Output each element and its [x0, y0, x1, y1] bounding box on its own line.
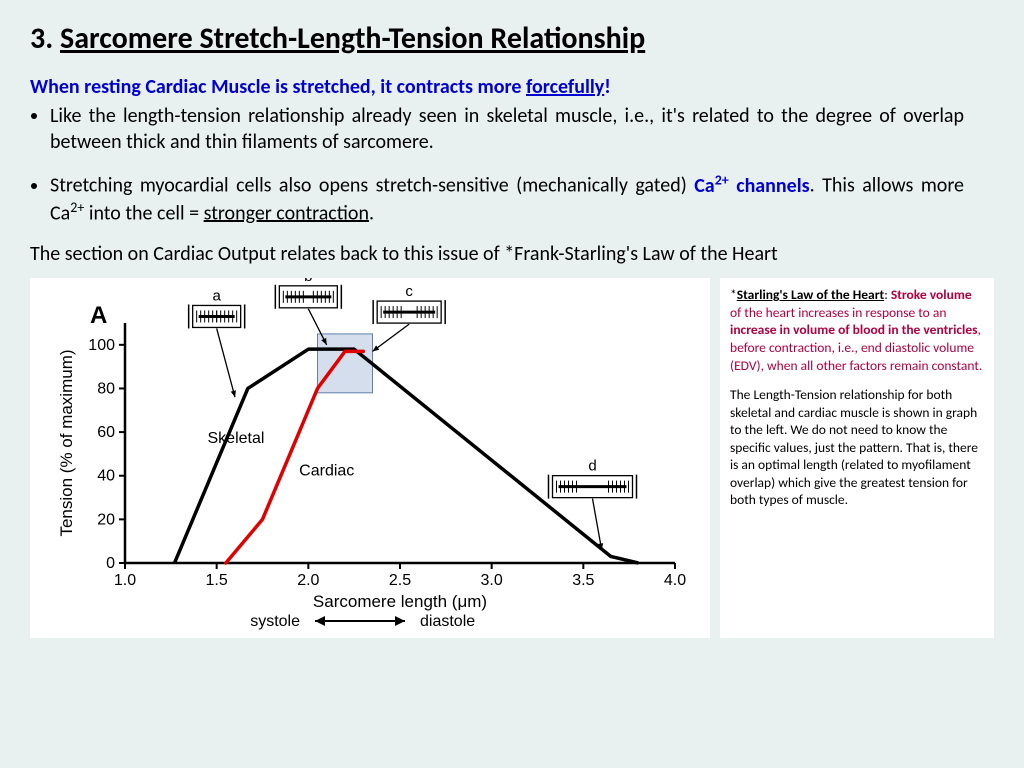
svg-text:4.0: 4.0: [664, 572, 686, 589]
svg-text:Skeletal: Skeletal: [208, 430, 265, 447]
intro-line: When resting Cardiac Muscle is stretched…: [30, 75, 994, 99]
svg-text:a: a: [212, 288, 221, 305]
svg-text:3.0: 3.0: [481, 572, 503, 589]
svg-text:2.5: 2.5: [389, 572, 411, 589]
svg-text:80: 80: [97, 381, 115, 398]
svg-text:2.0: 2.0: [297, 572, 319, 589]
side-panel: *Starling's Law of the Heart: Stroke vol…: [720, 278, 994, 638]
length-tension-chart: A 1.0 1.5 2.0 2.5 3.0 3.5 4.0 0 20 40 60 80 100 Sarcom…: [30, 278, 710, 638]
svg-text:b: b: [304, 278, 312, 285]
svg-text:60: 60: [97, 424, 115, 441]
lower-row: A 1.0 1.5 2.0 2.5 3.0 3.5 4.0 0 20 40 60 80 100 Sarcom…: [30, 278, 994, 638]
title-text: Sarcomere Stretch-Length-Tension Relatio…: [60, 20, 645, 57]
svg-text:40: 40: [97, 468, 115, 485]
svg-text:A: A: [90, 302, 107, 329]
svg-text:c: c: [405, 283, 413, 300]
svg-text:3.5: 3.5: [572, 572, 594, 589]
svg-text:0: 0: [106, 555, 115, 572]
chart-panel: A 1.0 1.5 2.0 2.5 3.0 3.5 4.0 0 20 40 60 80 100 Sarcom…: [30, 278, 710, 638]
svg-text:diastole: diastole: [420, 613, 475, 630]
slide-title: 3. Sarcomere Stretch-Length-Tension Rela…: [30, 20, 994, 57]
title-number: 3.: [30, 20, 53, 57]
svg-text:Tension (% of maximum): Tension (% of maximum): [57, 350, 76, 537]
svg-text:1.0: 1.0: [114, 572, 136, 589]
svg-text:Sarcomere length (μm): Sarcomere length (μm): [313, 592, 487, 611]
svg-text:100: 100: [88, 337, 115, 354]
starling-para: *Starling's Law of the Heart: Stroke vol…: [730, 286, 984, 374]
explanation-para: The Length-Tension relationship for both…: [730, 386, 984, 509]
bullet-list: Like the length-tension relationship alr…: [50, 103, 994, 226]
svg-text:20: 20: [97, 512, 115, 529]
bullet-2: Stretching myocardial cells also opens s…: [50, 171, 994, 226]
bullet-1: Like the length-tension relationship alr…: [50, 103, 994, 155]
svg-text:systole: systole: [250, 613, 300, 630]
svg-text:d: d: [588, 458, 596, 475]
svg-text:1.5: 1.5: [206, 572, 228, 589]
svg-text:Cardiac: Cardiac: [299, 463, 354, 480]
section-note: The section on Cardiac Output relates ba…: [30, 242, 994, 266]
